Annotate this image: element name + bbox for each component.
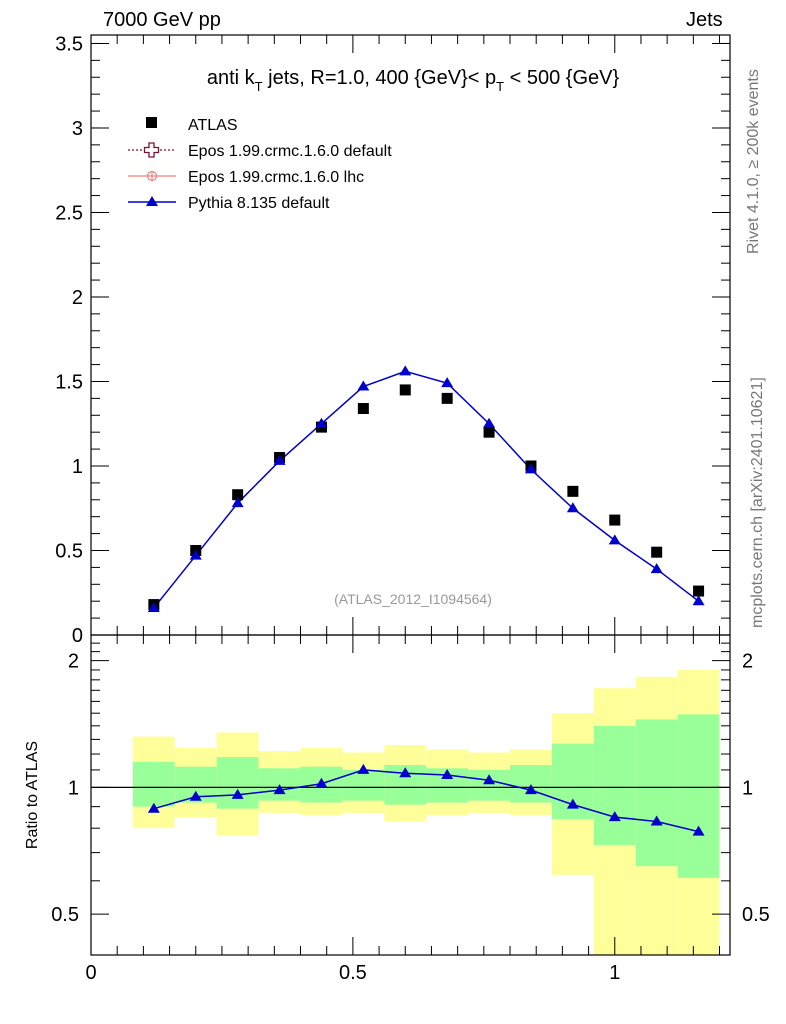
ratio-tick-label-right: 0.5 [742, 904, 770, 926]
ratio-tick-label-right: 1 [742, 777, 753, 799]
legend-square-marker [146, 117, 157, 128]
y-tick-label: 0.5 [55, 540, 83, 562]
ratio-point [147, 802, 160, 813]
ratio-point [692, 825, 705, 836]
legend-label: ATLAS [188, 117, 238, 134]
pythia-point [566, 502, 579, 513]
ratio-bands [132, 669, 720, 955]
main-frame [90, 34, 731, 636]
main-panel: 0 0.5 1 1.5 2 2.5 3 3.5 anti kT jets, R=1.0, 40… [55, 33, 731, 647]
pythia-point [231, 497, 244, 508]
legend-atlas: ATLAS [146, 117, 238, 134]
ratio-line [153, 769, 699, 833]
ratio-point [566, 798, 579, 809]
main-y-axis: 0 0.5 1 1.5 2 2.5 3 3.5 [55, 33, 730, 647]
analysis-annotation: (ATLAS_2012_I1094564) [334, 591, 492, 607]
legend-pythia: Pythia 8.135 default [128, 195, 330, 212]
ratio-frame [90, 634, 731, 956]
ratio-point [189, 790, 202, 801]
ratio-tick-label-left: 0.5 [51, 904, 79, 926]
ratio-green-band [216, 757, 259, 809]
legend-label: Epos 1.99.crmc.1.6.0 default [188, 143, 392, 160]
ratio-tick-label-right: 2 [742, 651, 753, 673]
y-tick-label: 1 [72, 456, 83, 478]
header-left: 7000 GeV pp [103, 9, 221, 31]
pythia-point [650, 563, 663, 574]
ratio-panel: 0.5 0.51 12 2 0 0.5 1 Ratio to ATLAS [24, 634, 770, 984]
ratio-point [273, 784, 286, 795]
atlas-point [567, 485, 579, 497]
pythia-point [273, 454, 286, 465]
ratio-green-band [635, 719, 678, 867]
legend-cross-mark [147, 171, 157, 181]
pythia-points [147, 365, 705, 612]
atlas-point [441, 392, 453, 404]
ratio-point [650, 815, 663, 826]
legend-label: Pythia 8.135 default [188, 195, 330, 212]
pythia-point [189, 549, 202, 560]
ratio-point [231, 788, 244, 799]
ratio-point [608, 811, 621, 822]
pythia-point [357, 380, 370, 391]
legend: ATLAS Epos 1.99.crmc.1.6.0 default Epos … [128, 117, 392, 212]
ratio-point [315, 777, 328, 788]
pythia-point [483, 417, 496, 428]
mcplots-label: mcplots.cern.ch [arXiv:2401.10621] [749, 377, 766, 628]
pythia-point [608, 534, 621, 545]
atlas-point [483, 426, 495, 438]
x-tick-label: 0 [85, 962, 96, 984]
ratio-point [441, 768, 454, 779]
rivet-label: Rivet 4.1.0, ≥ 200k events [745, 69, 762, 254]
legend-epos-default: Epos 1.99.crmc.1.6.0 default [128, 142, 392, 160]
pythia-point [399, 365, 412, 376]
plot-title: anti kT jets, R=1.0, 400 {GeV}< pT < 500… [207, 67, 620, 94]
atlas-point [399, 384, 411, 396]
pythia-point [315, 417, 328, 428]
legend-epos-lhc: Epos 1.99.crmc.1.6.0 lhc [128, 169, 364, 186]
ratio-point [483, 774, 496, 785]
atlas-point [693, 585, 705, 597]
atlas-point [232, 489, 244, 501]
ratio-points [147, 763, 705, 836]
pythia-point [524, 463, 537, 474]
pythia-point [147, 601, 160, 612]
atlas-point [357, 403, 369, 415]
atlas-points [148, 384, 705, 611]
ratio-y-axis: 0.5 0.5 1 1 2 2 [51, 634, 770, 956]
pythia-point [441, 377, 454, 388]
ratio-point [357, 763, 370, 774]
header-right: Jets [686, 9, 723, 31]
ratio-point [399, 767, 412, 778]
ratio-green-band [593, 725, 636, 845]
atlas-point [609, 514, 621, 526]
atlas-point [651, 546, 663, 558]
ratio-tick-label-left: 1 [68, 777, 79, 799]
ratio-green-band [677, 714, 720, 878]
y-tick-label: 0 [72, 625, 83, 647]
ratio-x-axis: 0 0.5 1 [85, 635, 721, 984]
ratio-point [524, 784, 537, 795]
x-tick-label: 0.5 [339, 962, 367, 984]
y-tick-label: 2 [72, 287, 83, 309]
pythia-line [153, 370, 700, 609]
ratio-y-axis-label: Ratio to ATLAS [24, 741, 41, 849]
main-x-axis [90, 35, 721, 635]
ratio-green-band [132, 761, 175, 807]
legend-open-cross-marker [143, 142, 160, 158]
x-tick-label: 1 [609, 962, 620, 984]
ratio-green-band [510, 765, 552, 803]
y-tick-label: 2.5 [55, 202, 83, 224]
legend-triangle-marker [146, 196, 158, 206]
y-tick-label: 3.5 [55, 33, 83, 55]
y-tick-label: 1.5 [55, 371, 83, 393]
ratio-tick-label-left: 2 [68, 651, 79, 673]
y-tick-label: 3 [72, 118, 83, 140]
pythia-point [692, 595, 705, 606]
legend-label: Epos 1.99.crmc.1.6.0 lhc [188, 169, 364, 186]
